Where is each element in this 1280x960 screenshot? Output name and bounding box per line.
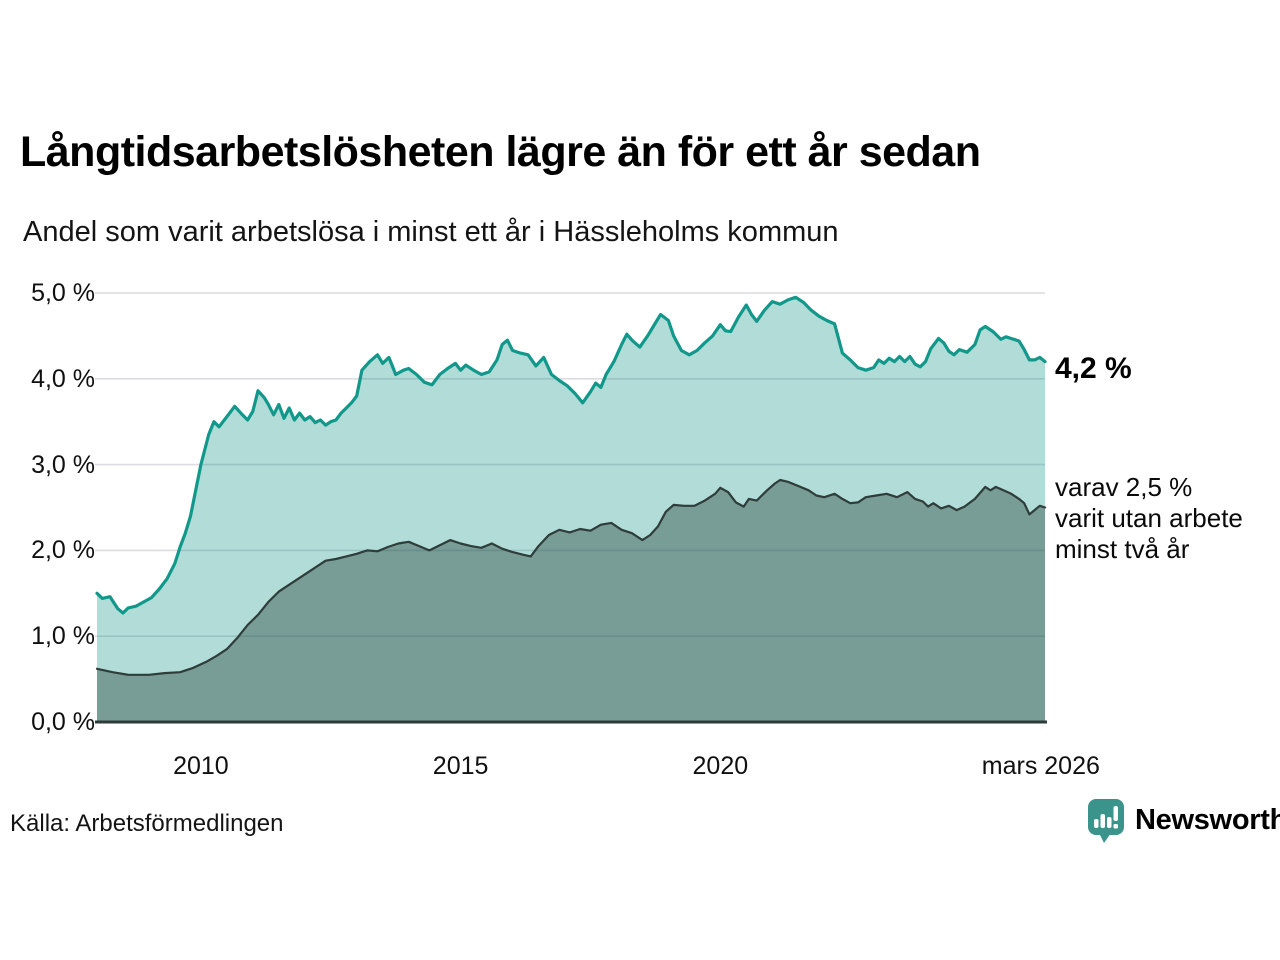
source-label: Källa: Arbetsförmedlingen xyxy=(10,810,284,837)
minst-tva-ar-area xyxy=(97,480,1045,722)
chart-title: Långtidsarbetslösheten lägre än för ett … xyxy=(20,128,981,176)
annotation-line: minst två år xyxy=(1055,534,1190,564)
minst-ett-ar-line xyxy=(95,295,1047,615)
y-tick-label: 5,0 % xyxy=(31,279,95,307)
chart-subtitle: Andel som varit arbetslösa i minst ett å… xyxy=(23,216,839,248)
newsworthy-wordmark: Newsworthy xyxy=(1135,804,1280,836)
y-tick-label: 0,0 % xyxy=(31,708,95,736)
annotation-line: varav 2,5 % xyxy=(1055,472,1193,502)
newsworthy-logo: Newsworthy xyxy=(1086,797,1280,844)
y-tick-label: 3,0 % xyxy=(31,450,95,479)
x-tick-label: 2015 xyxy=(432,752,489,780)
y-tick-label: 1,0 % xyxy=(31,622,95,651)
minst-tva-ar-line xyxy=(95,478,1047,676)
x-tick-label: mars 2026 xyxy=(981,752,1100,780)
annotation-line: varit utan arbete xyxy=(1055,503,1243,533)
newsworthy-bubble-chart-icon xyxy=(1088,799,1124,843)
x-tick-label: 2010 xyxy=(173,752,229,780)
x-tick-label: 2020 xyxy=(692,752,749,780)
annotation-two-years: varav 2,5 % varit utan arbete minst två år xyxy=(1055,472,1243,565)
annotation-latest-value: 4,2 % xyxy=(1055,352,1132,385)
y-tick-label: 2,0 % xyxy=(31,536,95,565)
minst-ett-ar-area xyxy=(97,297,1045,722)
y-tick-label: 4,0 % xyxy=(31,364,95,393)
